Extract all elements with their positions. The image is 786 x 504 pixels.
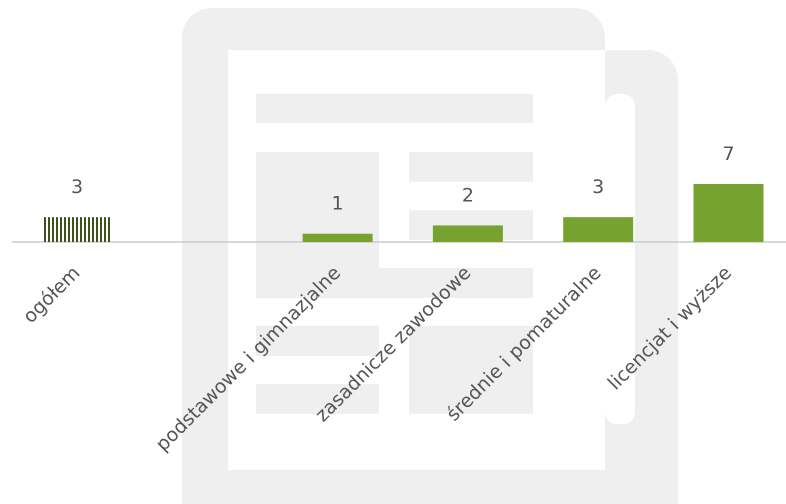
bar [302,233,373,242]
bar [693,184,764,242]
data-label: 7 [722,143,734,165]
x-tick-label: ogółem [19,262,85,328]
background-icon [182,8,678,504]
data-label: 3 [592,176,604,198]
bar [563,217,634,242]
data-label: 3 [71,176,83,198]
bar [42,217,112,242]
bar [432,225,503,242]
data-label: 1 [332,193,344,215]
data-label: 2 [462,184,474,206]
